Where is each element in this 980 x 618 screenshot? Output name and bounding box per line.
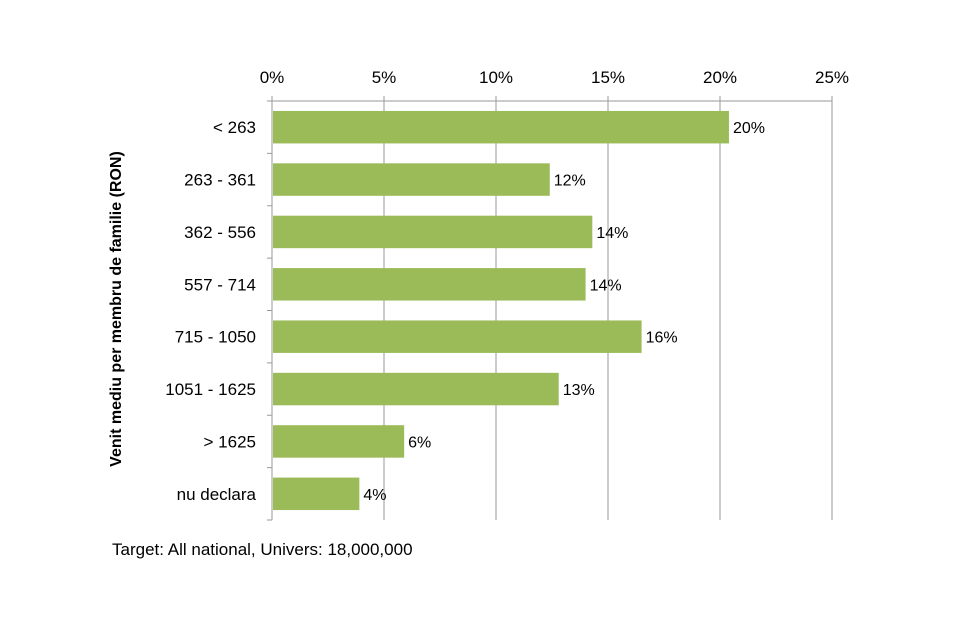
x-tick-label: 20% <box>703 68 737 87</box>
y-category-label: 557 - 714 <box>184 275 256 294</box>
x-tick-label: 15% <box>591 68 625 87</box>
y-axis-title: Venit mediu per membru de familie (RON) <box>108 151 125 467</box>
labels: 0% 5% 10% 15% 20% 25% < 263 20% 263 - 361 12% 362 … <box>165 68 849 504</box>
bar-data-label: 16% <box>646 330 678 347</box>
y-category-label: nu declara <box>177 485 257 504</box>
bar <box>273 477 360 511</box>
bar <box>273 268 586 301</box>
y-category-label: 715 - 1050 <box>175 328 256 347</box>
bar <box>273 163 550 196</box>
bar-data-label: 14% <box>596 225 628 242</box>
axes <box>267 96 833 521</box>
bar <box>273 372 559 406</box>
bars <box>273 110 729 511</box>
bar-data-label: 14% <box>590 277 622 294</box>
bar <box>273 215 593 249</box>
bar-data-label: 6% <box>408 434 431 451</box>
bar-data-label: 4% <box>363 487 386 504</box>
x-tick-label: 25% <box>815 68 849 87</box>
bar <box>273 320 642 353</box>
bar-data-label: 20% <box>733 120 765 137</box>
x-tick-label: 5% <box>372 68 397 87</box>
y-category-label: > 1625 <box>204 432 256 451</box>
bar-data-label: 13% <box>563 382 595 399</box>
x-tick-label: 0% <box>260 68 285 87</box>
y-category-label: < 263 <box>213 118 256 137</box>
bar-data-label: 12% <box>554 173 586 190</box>
bar <box>273 425 405 458</box>
y-category-label: 362 - 556 <box>184 223 256 242</box>
bar <box>273 110 729 144</box>
y-category-label: 1051 - 1625 <box>165 380 256 399</box>
target-note: Target: All national, Univers: 18,000,00… <box>112 540 413 559</box>
x-tick-label: 10% <box>479 68 513 87</box>
y-category-label: 263 - 361 <box>184 171 256 190</box>
